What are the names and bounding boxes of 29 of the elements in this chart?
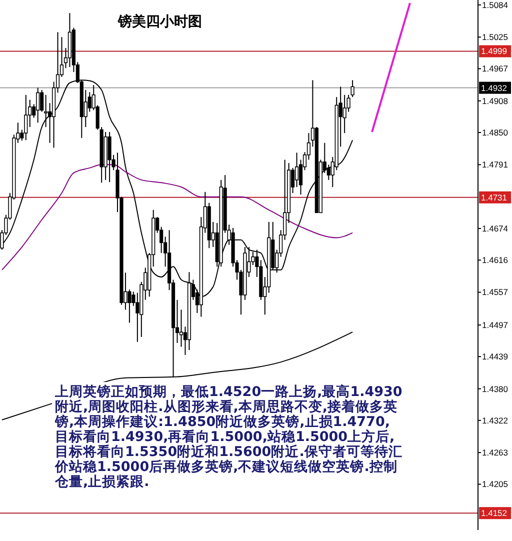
- candlestick: [36, 87, 40, 124]
- y-tick-label: 1.4967: [482, 64, 508, 74]
- candlestick: [108, 131, 112, 183]
- annotation: 上周英镑正如预期，最低1.4520一路上扬,最高1.4930附近,周图收阳柱.从图形来看,本周思路不变,接着做多英镑,本周操作建议:1.4850附近做多英镑,止损1.4770,目标看向1.4930,再看向1.5000,站稳1.5000上方后,目标将看向1.5350附近和1.5600附近.保守者可等待汇价站稳1.5000后再做多英镑,不建议短线做空英镑.控制仓量,止损紧跟.: [54, 383, 402, 490]
- y-tick-label: 1.5084: [482, 0, 508, 10]
- y-tick-label: 1.4322: [482, 415, 508, 426]
- y-tick-label: 1.4380: [482, 384, 508, 394]
- ref-line-label: 1.4932: [481, 82, 508, 93]
- candlestick: [24, 94, 28, 141]
- ref-line-label: 1.4999: [481, 46, 508, 56]
- y-tick-label: 1.4439: [482, 352, 508, 362]
- y-tick-label: 1.4850: [482, 127, 508, 138]
- ref-line-label: 1.4152: [481, 508, 508, 518]
- candlestick: [342, 94, 346, 134]
- y-tick-label: 1.4497: [482, 320, 508, 330]
- ref-line-label: 1.4731: [481, 192, 508, 202]
- candlestick: [44, 94, 48, 128]
- y-tick-label: 1.4616: [482, 255, 508, 266]
- y-tick-label: 1.5025: [482, 32, 508, 42]
- candlestick: [128, 289, 132, 324]
- text: 镑美四小时图: [117, 13, 202, 30]
- candlestick: [326, 164, 330, 180]
- y-tick-label: 1.4263: [482, 448, 508, 458]
- y-tick-label: 1.4205: [482, 479, 508, 490]
- candlestick: [40, 89, 44, 112]
- y-tick-label: 1.4791: [482, 160, 508, 170]
- y-tick-label: 1.4674: [482, 223, 508, 234]
- y-tick-label: 1.4908: [482, 96, 508, 106]
- y-tick-label: 1.4557: [482, 287, 508, 298]
